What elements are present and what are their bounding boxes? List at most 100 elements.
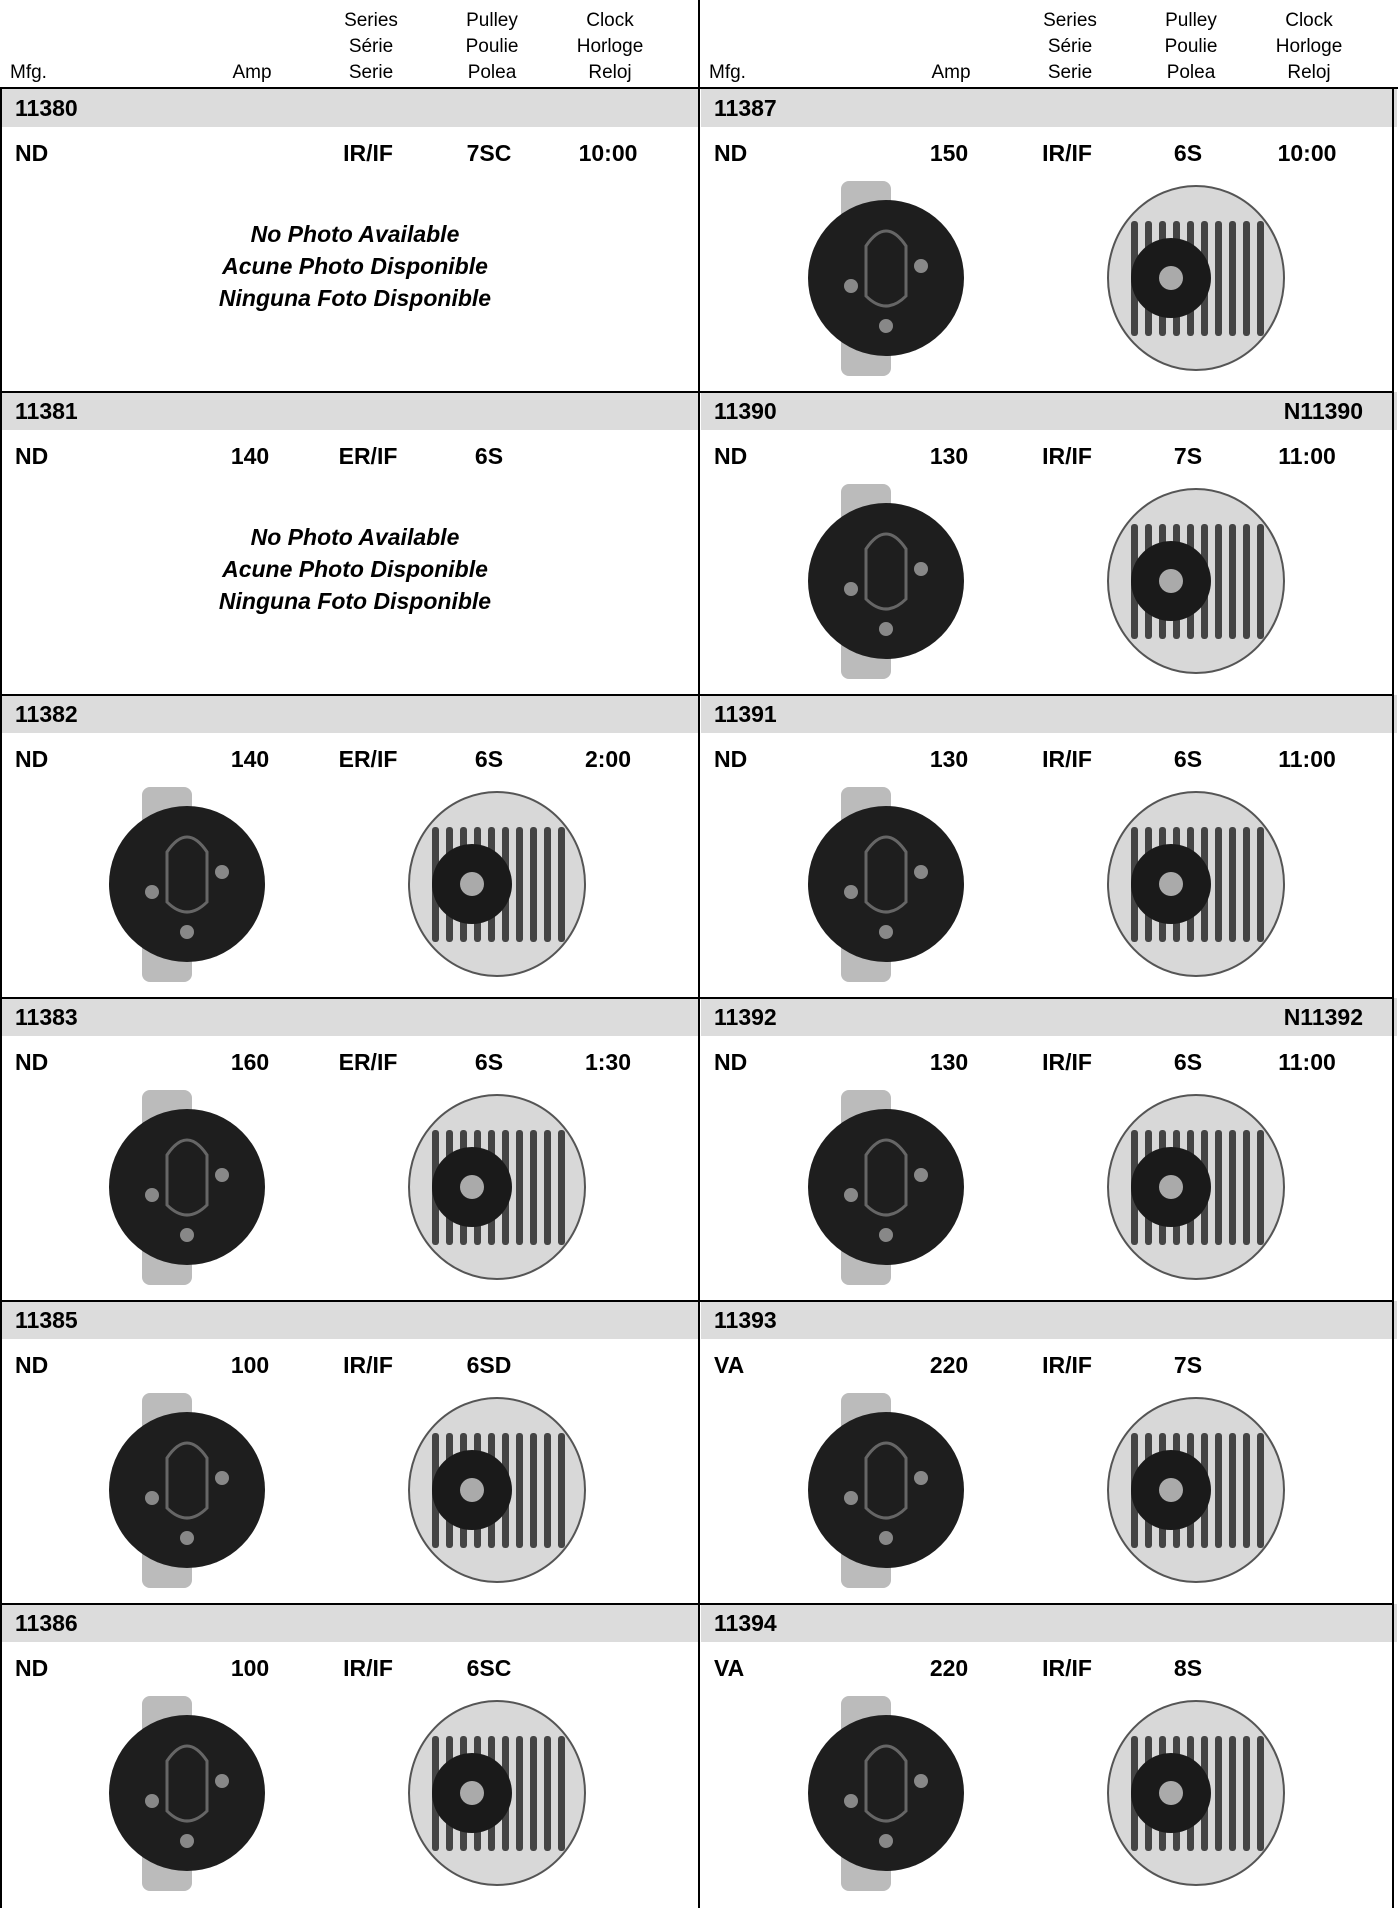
rear-detail [864,835,908,914]
part-bar [2,695,698,733]
pulley-hub [1159,1175,1183,1199]
header-pulley: Pulley [466,10,518,31]
pulley-hub [1159,872,1183,896]
rear-detail [864,532,908,611]
part-number: 11380 [15,95,78,121]
amp: 220 [929,1655,969,1681]
bolt [844,1188,858,1202]
vent [1229,524,1236,639]
bolt [879,1531,893,1545]
header-clock: Reloj [1287,62,1331,83]
vent [1243,827,1250,942]
series: IR/IF [1042,1352,1092,1378]
series: IR/IF [1042,443,1092,469]
bolt [844,1491,858,1505]
row-rule [0,1603,1393,1605]
bolt [914,1168,928,1182]
row-rule [0,997,1393,999]
series: ER/IF [338,1049,398,1075]
series: IR/IF [1042,140,1092,166]
rear-housing [808,200,964,356]
part-number: 11382 [15,701,78,727]
header-series: Série [1047,36,1093,57]
rear-detail [864,1744,908,1823]
product-photo [808,484,1285,679]
pulley: 6S [474,1049,504,1075]
header-series: Serie [1047,62,1093,83]
vent [530,1433,537,1548]
row-rule [0,694,1393,696]
rear-detail [165,835,209,914]
part-bar [701,392,1397,430]
vent [1215,221,1222,336]
rear-housing [109,806,265,962]
bolt [844,1794,858,1808]
vent [544,1130,551,1245]
part-number: 11391 [714,701,777,727]
rear-housing [109,1715,265,1871]
series: IR/IF [1042,746,1092,772]
vent [1215,1736,1222,1851]
bolt [844,885,858,899]
part-number: 11381 [15,398,78,424]
part-number: 11392 [714,1004,777,1030]
mfg: VA [714,1352,745,1378]
header-pulley: Pulley [1165,10,1217,31]
rear-detail [165,1744,209,1823]
mfg: ND [714,443,748,469]
pulley: 7S [1173,443,1203,469]
bolt [215,1471,229,1485]
pulley: 6SD [466,1352,512,1378]
series: IR/IF [343,1352,393,1378]
header-pulley: Poulie [1164,36,1218,57]
header-series: Series [1043,10,1097,31]
mfg: ND [15,1655,49,1681]
series: IR/IF [343,140,393,166]
part-bar [2,89,698,127]
clock: 11:00 [1278,746,1336,772]
amp: 130 [929,1049,969,1075]
bolt [914,1774,928,1788]
bolt [145,1794,159,1808]
vent [530,1130,537,1245]
product-photo [808,1696,1285,1891]
vent [1243,1433,1250,1548]
bolt [180,1834,194,1848]
pulley-hub [460,1478,484,1502]
part-number: 11393 [714,1307,777,1333]
amp: 130 [929,443,969,469]
vent [516,827,523,942]
vent [544,1736,551,1851]
amp: 150 [929,140,969,166]
mfg: ND [714,140,748,166]
alt-number: N11390 [1283,398,1363,424]
part-bar [2,1301,698,1339]
left-rule [0,88,2,1908]
header-clock: Clock [586,10,634,31]
clock: 1:30 [584,1049,632,1075]
header-clock: Horloge [1275,36,1343,57]
rear-detail [165,1441,209,1520]
product-photo [808,787,1285,982]
vent [1229,221,1236,336]
bolt [879,1834,893,1848]
mfg: ND [15,443,49,469]
product-photo [808,1090,1285,1285]
bolt [914,259,928,273]
bolt [914,865,928,879]
row-rule [0,1300,1393,1302]
series: ER/IF [338,443,398,469]
rear-detail [864,1441,908,1520]
mfg: ND [15,140,49,166]
pulley: 6S [474,746,504,772]
mfg: ND [15,746,49,772]
right-rule [1392,88,1394,1908]
header-clock: Horloge [576,36,644,57]
rear-housing [109,1109,265,1265]
header-pulley: Polea [1166,62,1216,83]
part-number: 11394 [714,1610,777,1636]
bolt [914,1471,928,1485]
amp: 140 [230,443,270,469]
bolt [145,885,159,899]
